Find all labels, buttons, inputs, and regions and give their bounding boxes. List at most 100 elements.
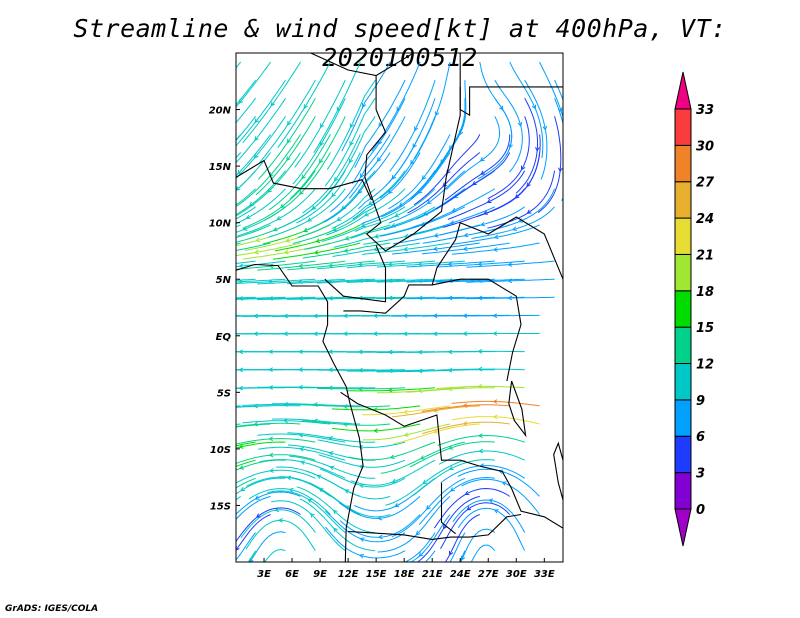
- streamline-arrow: [226, 238, 230, 242]
- streamline-arrow: [328, 263, 333, 268]
- streamline-arrow: [194, 332, 198, 336]
- streamline-arrow: [373, 246, 379, 252]
- streamline-arrow: [223, 116, 227, 120]
- streamline-arrow: [238, 99, 244, 105]
- streamline-arrow: [477, 433, 483, 438]
- streamline: [302, 242, 391, 259]
- streamline: [236, 507, 301, 543]
- streamline: [331, 170, 406, 229]
- streamline-arrow: [255, 237, 261, 243]
- streamline-arrow: [477, 384, 483, 389]
- streamline: [296, 152, 361, 224]
- streamline-arrow: [309, 512, 315, 518]
- streamline-arrow: [224, 406, 228, 410]
- streamline: [236, 441, 286, 449]
- streamline-arrow: [253, 153, 259, 159]
- streamline: [436, 260, 525, 268]
- streamline: [457, 507, 526, 551]
- colorbar-label: 3: [696, 467, 705, 482]
- streamline: [479, 61, 513, 157]
- streamline-arrow: [238, 263, 244, 269]
- coastline-border: [459, 53, 563, 117]
- streamline-arrow: [458, 130, 464, 136]
- streamline-arrow: [348, 158, 354, 164]
- streamline: [433, 487, 510, 529]
- streamline-arrow: [237, 169, 242, 175]
- streamline-arrow: [417, 261, 423, 267]
- streamline: [236, 422, 301, 427]
- streamline-arrow: [403, 432, 409, 437]
- streamline-arrow: [402, 409, 408, 415]
- streamline: [236, 134, 301, 207]
- streamline-arrow: [253, 421, 259, 427]
- streamline-arrow: [223, 568, 227, 572]
- streamline-arrow: [253, 249, 259, 255]
- streamline-arrow: [268, 452, 274, 458]
- streamline-arrow: [336, 106, 341, 112]
- y-tick-label: 20N: [209, 106, 232, 117]
- x-tick-label: 6E: [285, 569, 299, 580]
- streamline: [249, 531, 286, 562]
- streamline: [304, 224, 391, 250]
- x-tick-label: 21E: [422, 569, 443, 580]
- coastline-border: [508, 380, 527, 438]
- streamline-arrow: [239, 465, 245, 470]
- streamline-arrow: [286, 475, 292, 481]
- x-tick-label: 33E: [534, 569, 555, 580]
- streamline: [236, 514, 271, 551]
- y-tick-label: 10S: [210, 445, 231, 456]
- colorbar-label: 18: [696, 285, 714, 300]
- streamline: [388, 134, 451, 210]
- streamline: [236, 278, 256, 281]
- streamline-arrow: [570, 128, 574, 132]
- streamline-arrow: [517, 121, 523, 127]
- streamline: [341, 61, 391, 152]
- streamline: [391, 242, 480, 255]
- streamline-arrow: [493, 509, 499, 514]
- streamline: [439, 206, 525, 236]
- streamline: [362, 405, 451, 416]
- colorbar-label: 15: [696, 321, 714, 336]
- streamline-arrow: [332, 226, 338, 232]
- streamline: [236, 242, 241, 245]
- streamline: [490, 134, 541, 212]
- streamline-arrow: [327, 295, 333, 301]
- streamline-arrow: [307, 498, 313, 504]
- streamline-arrow: [447, 295, 453, 301]
- streamline: [376, 260, 465, 268]
- streamline: [391, 477, 466, 538]
- plot-title: Streamline & wind speed[kt] at 400hPa, V…: [73, 14, 727, 72]
- streamline: [236, 514, 242, 520]
- y-axis-ticks: 20N 15N 10N 5N EQ 5S 10S 15S: [209, 106, 240, 512]
- streamline-arrow: [285, 238, 291, 243]
- streamline-arrow: [521, 165, 526, 171]
- streamline: [246, 476, 331, 497]
- streamline-arrow: [313, 250, 319, 255]
- streamline-arrow: [182, 493, 186, 497]
- streamline: [363, 224, 451, 245]
- streamline-arrow: [389, 454, 395, 460]
- streamline: [380, 441, 466, 474]
- streamline: [263, 152, 331, 222]
- streamline-arrow: [477, 349, 483, 354]
- streamline-arrow: [466, 506, 472, 511]
- colorbar-segment: [674, 290, 692, 328]
- streamline: [436, 385, 525, 390]
- coastline-border: [236, 263, 364, 562]
- streamline: [331, 405, 421, 411]
- streamline: [236, 278, 286, 283]
- streamline: [449, 532, 466, 562]
- streamline: [236, 97, 286, 164]
- streamline: [350, 459, 436, 486]
- colorbar: 0 3 6 9 12 15 18 21 24 27 30 33: [674, 71, 715, 547]
- streamline-arrow: [478, 448, 484, 454]
- streamline: [416, 495, 480, 562]
- colorbar-segment: [674, 144, 692, 183]
- coastline-border: [236, 159, 372, 201]
- streamline: [380, 206, 466, 237]
- streamline: [236, 477, 256, 489]
- streamline-arrow: [387, 387, 393, 393]
- streamline: [346, 260, 436, 269]
- streamline: [321, 116, 376, 201]
- streamline-arrow: [342, 422, 348, 427]
